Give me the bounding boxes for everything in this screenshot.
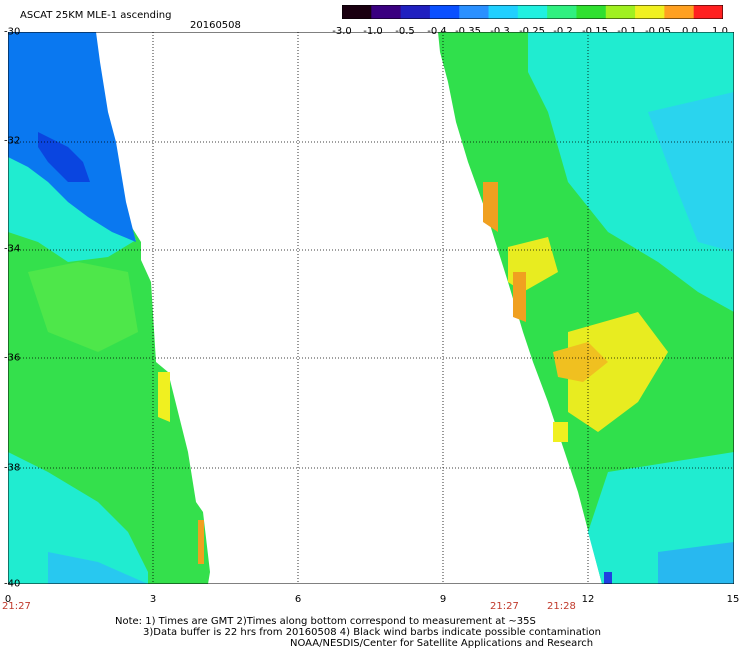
y-tick-label: -32 — [4, 135, 21, 147]
colorbar-swatch — [605, 5, 636, 19]
time-label: 21:28 — [547, 601, 576, 612]
x-tick-label: 15 — [726, 594, 740, 605]
x-tick-label: 12 — [581, 594, 595, 605]
time-label: 21:27 — [2, 601, 31, 612]
colorbar-swatch — [635, 5, 665, 19]
time-label: 21:27 — [490, 601, 519, 612]
colorbar-swatch — [342, 5, 372, 19]
colorbar-swatch — [400, 5, 431, 19]
x-tick-label: 6 — [294, 594, 302, 605]
left-swath — [8, 32, 210, 584]
x-tick-label: 0 — [4, 594, 12, 605]
colorbar-swatch — [488, 5, 519, 19]
map-date: 20160508 — [190, 20, 241, 31]
y-tick-label: -30 — [4, 26, 21, 38]
note-line: NOAA/NESDIS/Center for Satellite Applica… — [290, 638, 594, 649]
colorbar-swatch — [547, 5, 577, 19]
colorbar-swatch — [429, 5, 460, 19]
colorbar-swatch — [371, 5, 402, 19]
x-tick-label: 3 — [149, 594, 157, 605]
colorbar-swatch — [459, 5, 490, 19]
map-title: ASCAT 25KM MLE-1 ascending — [20, 10, 172, 21]
y-tick-label: -38 — [4, 462, 21, 474]
colorbar-swatch — [576, 5, 607, 19]
right-swath — [438, 32, 734, 584]
y-tick-label: -36 — [4, 352, 21, 364]
x-tick-label: 9 — [439, 594, 447, 605]
y-tick-label: -40 — [4, 578, 21, 590]
colorbar-swatch — [664, 5, 695, 19]
note-line: Note: 1) Times are GMT 2)Times along bot… — [115, 616, 536, 627]
colorbar — [342, 5, 723, 19]
note-line: 3)Data buffer is 22 hrs from 20160508 4)… — [143, 627, 601, 638]
colorbar-swatch — [693, 5, 723, 19]
map-plot-area[interactable] — [8, 32, 734, 584]
grid — [8, 32, 734, 584]
y-tick-label: -34 — [4, 243, 21, 255]
colorbar-swatch — [517, 5, 548, 19]
